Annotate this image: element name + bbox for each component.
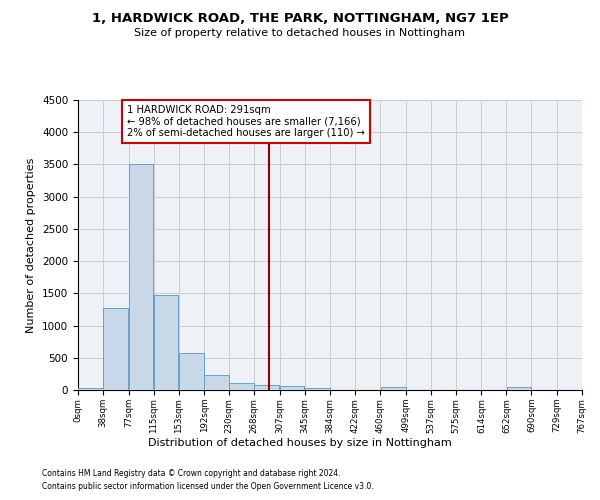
Bar: [229, 383, 254, 390]
Text: Contains public sector information licensed under the Open Government Licence v3: Contains public sector information licen…: [42, 482, 374, 491]
Bar: [380, 387, 406, 390]
Text: 1 HARDWICK ROAD: 291sqm
← 98% of detached houses are smaller (7,166)
2% of semi-: 1 HARDWICK ROAD: 291sqm ← 98% of detache…: [127, 105, 365, 138]
Bar: [280, 386, 304, 390]
Text: Size of property relative to detached houses in Nottingham: Size of property relative to detached ho…: [134, 28, 466, 38]
Bar: [79, 388, 103, 390]
Y-axis label: Number of detached properties: Number of detached properties: [26, 158, 37, 332]
Text: Contains HM Land Registry data © Crown copyright and database right 2024.: Contains HM Land Registry data © Crown c…: [42, 468, 341, 477]
Text: Distribution of detached houses by size in Nottingham: Distribution of detached houses by size …: [148, 438, 452, 448]
Bar: [507, 388, 531, 390]
Bar: [154, 294, 178, 390]
Bar: [103, 308, 128, 390]
Bar: [205, 374, 229, 390]
Text: 1, HARDWICK ROAD, THE PARK, NOTTINGHAM, NG7 1EP: 1, HARDWICK ROAD, THE PARK, NOTTINGHAM, …: [92, 12, 508, 26]
Bar: [254, 385, 280, 390]
Bar: [129, 164, 153, 390]
Bar: [179, 352, 204, 390]
Bar: [305, 388, 330, 390]
